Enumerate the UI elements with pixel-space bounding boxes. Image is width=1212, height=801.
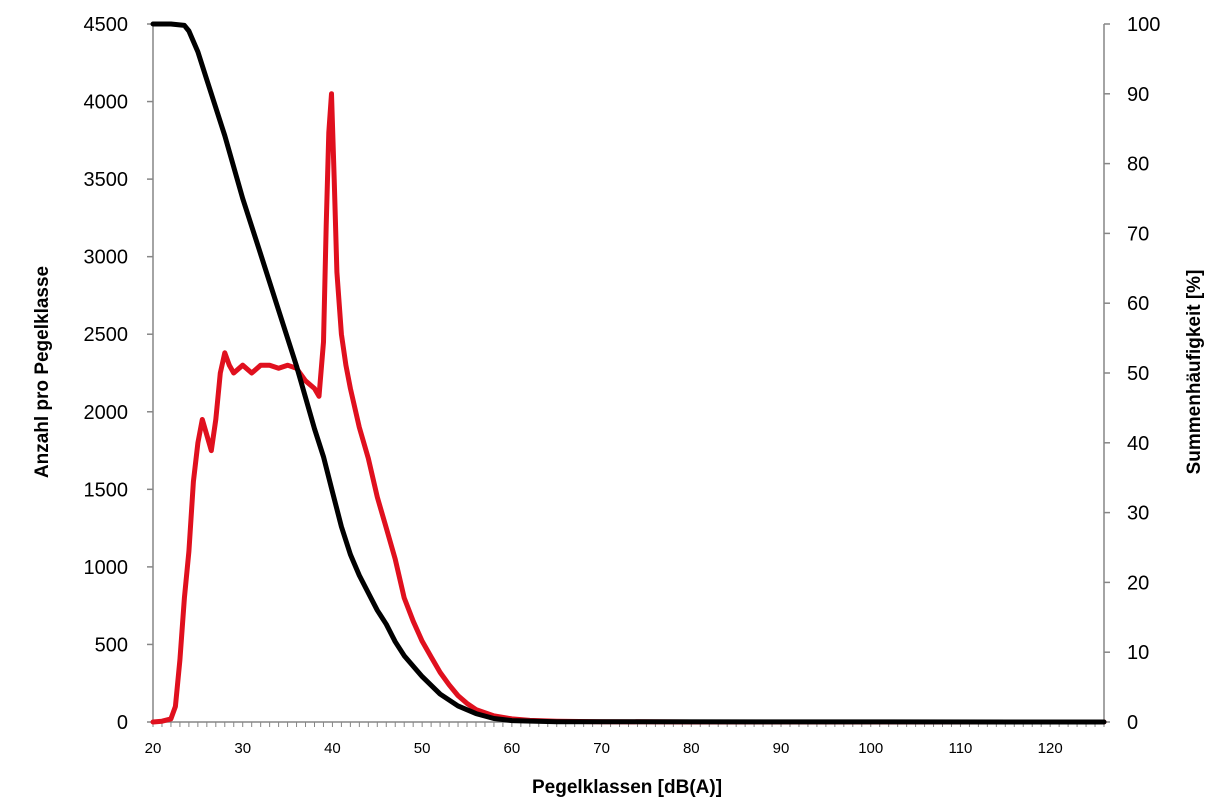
y-right-tick-label: 50 xyxy=(1127,363,1149,385)
y-right-tick-label: 10 xyxy=(1127,642,1149,664)
x-tick-label: 50 xyxy=(414,740,431,757)
y-axis-right-title: Summenhäufigkeit [%] xyxy=(1184,270,1205,475)
y-right-tick-label: 30 xyxy=(1127,503,1149,525)
y-left-tick-label: 2000 xyxy=(84,402,129,424)
series-layer xyxy=(150,21,1107,725)
x-tick-label: 20 xyxy=(145,740,162,757)
y-left-tick-label: 3000 xyxy=(84,247,129,269)
y-right-tick-label: 20 xyxy=(1127,572,1149,594)
x-tick-label: 110 xyxy=(948,740,972,757)
y-right-tick-label: 90 xyxy=(1127,84,1149,106)
x-tick-label: 120 xyxy=(1038,740,1063,757)
axes-layer: 0 500 1000 1500 2000 2500 3000 3500 4000 4500 0 10 2… xyxy=(84,14,1161,757)
y-left-tick-label: 4500 xyxy=(84,14,129,36)
x-tick-label: 40 xyxy=(324,740,341,757)
y-right-tick-label: 70 xyxy=(1127,223,1149,245)
y-left-tick-label: 1500 xyxy=(84,479,129,501)
y-axis-left-title: Anzahl pro Pegelklasse xyxy=(32,266,53,478)
y-right-tick-label: 0 xyxy=(1127,712,1138,734)
y-left-tick-label: 2500 xyxy=(84,324,129,346)
x-tick-label: 90 xyxy=(773,740,790,757)
x-axis-title: Pegelklassen [dB(A)] xyxy=(532,777,722,798)
y-left-tick-label: 500 xyxy=(95,634,128,656)
y-right-tick-label: 80 xyxy=(1127,154,1149,176)
y-left-tick-label: 0 xyxy=(117,712,128,734)
x-tick-label: 100 xyxy=(858,740,883,757)
x-tick-label: 60 xyxy=(504,740,521,757)
y-left-tick-label: 1000 xyxy=(84,557,129,579)
x-tick-label: 70 xyxy=(593,740,610,757)
count-per-level-line xyxy=(150,91,1107,725)
x-tick-label: 30 xyxy=(234,740,251,757)
y-right-tick-label: 100 xyxy=(1127,14,1160,36)
x-tick-label: 80 xyxy=(683,740,700,757)
y-left-tick-label: 4000 xyxy=(84,92,129,114)
cumulative-frequency-line xyxy=(150,21,1107,725)
y-right-tick-label: 60 xyxy=(1127,293,1149,315)
y-right-tick-label: 40 xyxy=(1127,433,1149,455)
y-left-tick-label: 3500 xyxy=(84,169,129,191)
